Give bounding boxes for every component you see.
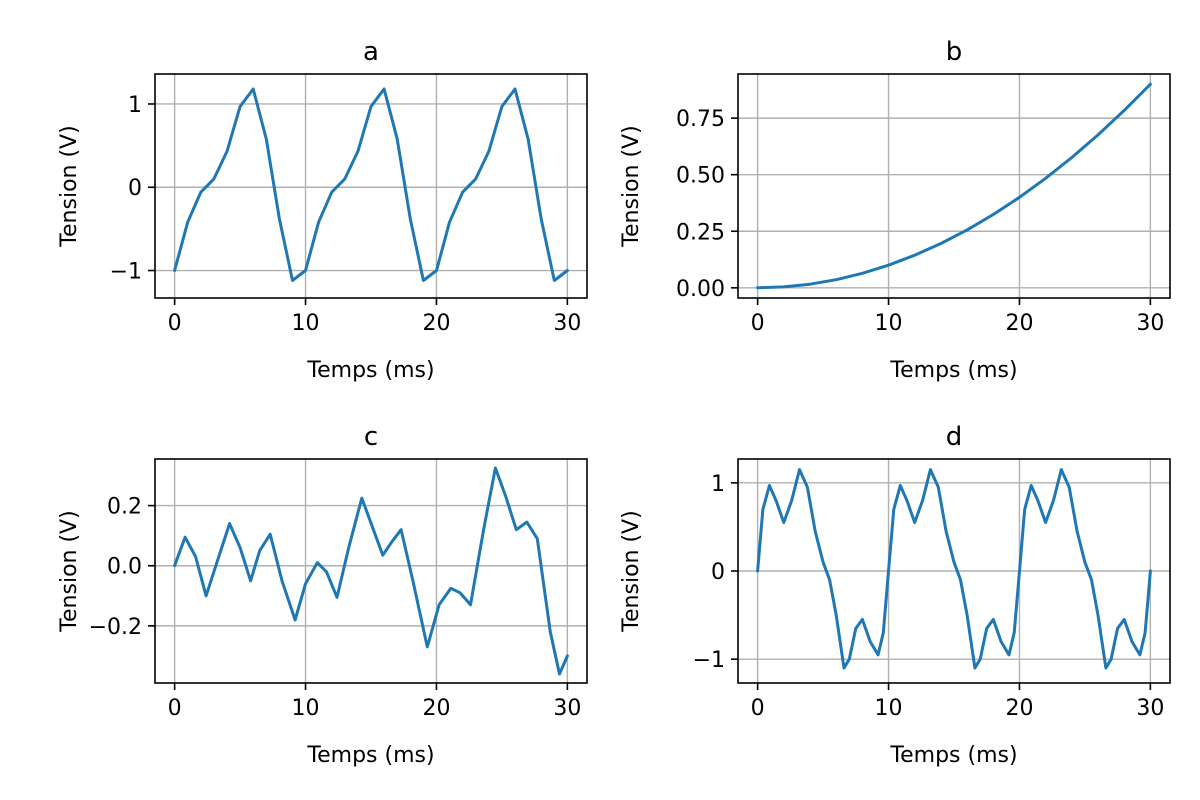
chart-title: b [946,37,963,67]
y-tick-label: 0 [711,560,725,585]
y-tick-label: 1 [711,472,725,497]
x-tick-label: 20 [422,696,450,721]
y-tick-label: 0.50 [676,164,725,189]
x-tick-label: 0 [168,696,182,721]
y-tick-label: 0.0 [107,555,142,580]
y-tick-label: 0.00 [676,277,725,302]
series-line-0 [173,466,569,676]
x-tick-label: 20 [422,311,450,336]
subplot-d: 0 10 20 30 −1 0 1 d Temps (ms) Tension (V) [619,422,1171,768]
y-tick-label: −1 [110,260,142,285]
x-axis-label: Temps (ms) [306,358,434,383]
y-tick-label: 0.75 [676,107,725,132]
series-line-0 [756,82,1152,290]
x-axis-label: Temps (ms) [889,743,1017,768]
y-tick-label: −1 [693,648,725,673]
axes-frame [737,73,1171,299]
x-axis-label: Temps (ms) [306,743,434,768]
x-tick-label: 20 [1005,696,1033,721]
x-tick-label: 10 [292,696,320,721]
x-axis-label: Temps (ms) [889,358,1017,383]
series-line-0 [173,87,569,282]
y-axis-label: Tension (V) [619,510,644,632]
y-tick-label: 1 [128,93,142,118]
x-tick-label: 10 [292,311,320,336]
y-tick-label: 0 [128,176,142,201]
chart-title: c [364,422,378,452]
x-tick-label: 30 [1136,696,1164,721]
x-tick-label: 0 [751,311,765,336]
subplot-c: 0 10 20 30 −0.2 0.0 0.2 c Temps (ms) Tension (V) [57,422,588,768]
y-axis-label: Tension (V) [57,510,82,632]
x-tick-label: 0 [751,696,765,721]
x-tick-label: 0 [168,311,182,336]
y-tick-label: −0.2 [89,615,142,640]
x-tick-label: 10 [875,696,903,721]
x-tick-label: 30 [1136,311,1164,336]
y-axis-label: Tension (V) [619,125,644,247]
y-tick-label: 0.2 [107,495,142,520]
x-tick-label: 30 [553,696,581,721]
x-tick-label: 20 [1005,311,1033,336]
y-axis-label: Tension (V) [57,125,82,247]
y-tick-label: 0.25 [676,220,725,245]
chart-title: d [946,422,963,452]
axes-frame [154,458,588,684]
axes-frame [154,73,588,299]
chart-title: a [363,37,379,67]
subplot-a: 0 10 20 30 −1 0 1 a Temps (ms) Tension (V) [57,37,588,383]
x-tick-label: 30 [553,311,581,336]
x-tick-label: 10 [875,311,903,336]
series-line-0 [756,468,1152,670]
subplot-b: 0 10 20 30 0.00 0.25 0.50 0.75 b Temps (ms) Tensio… [619,37,1171,383]
